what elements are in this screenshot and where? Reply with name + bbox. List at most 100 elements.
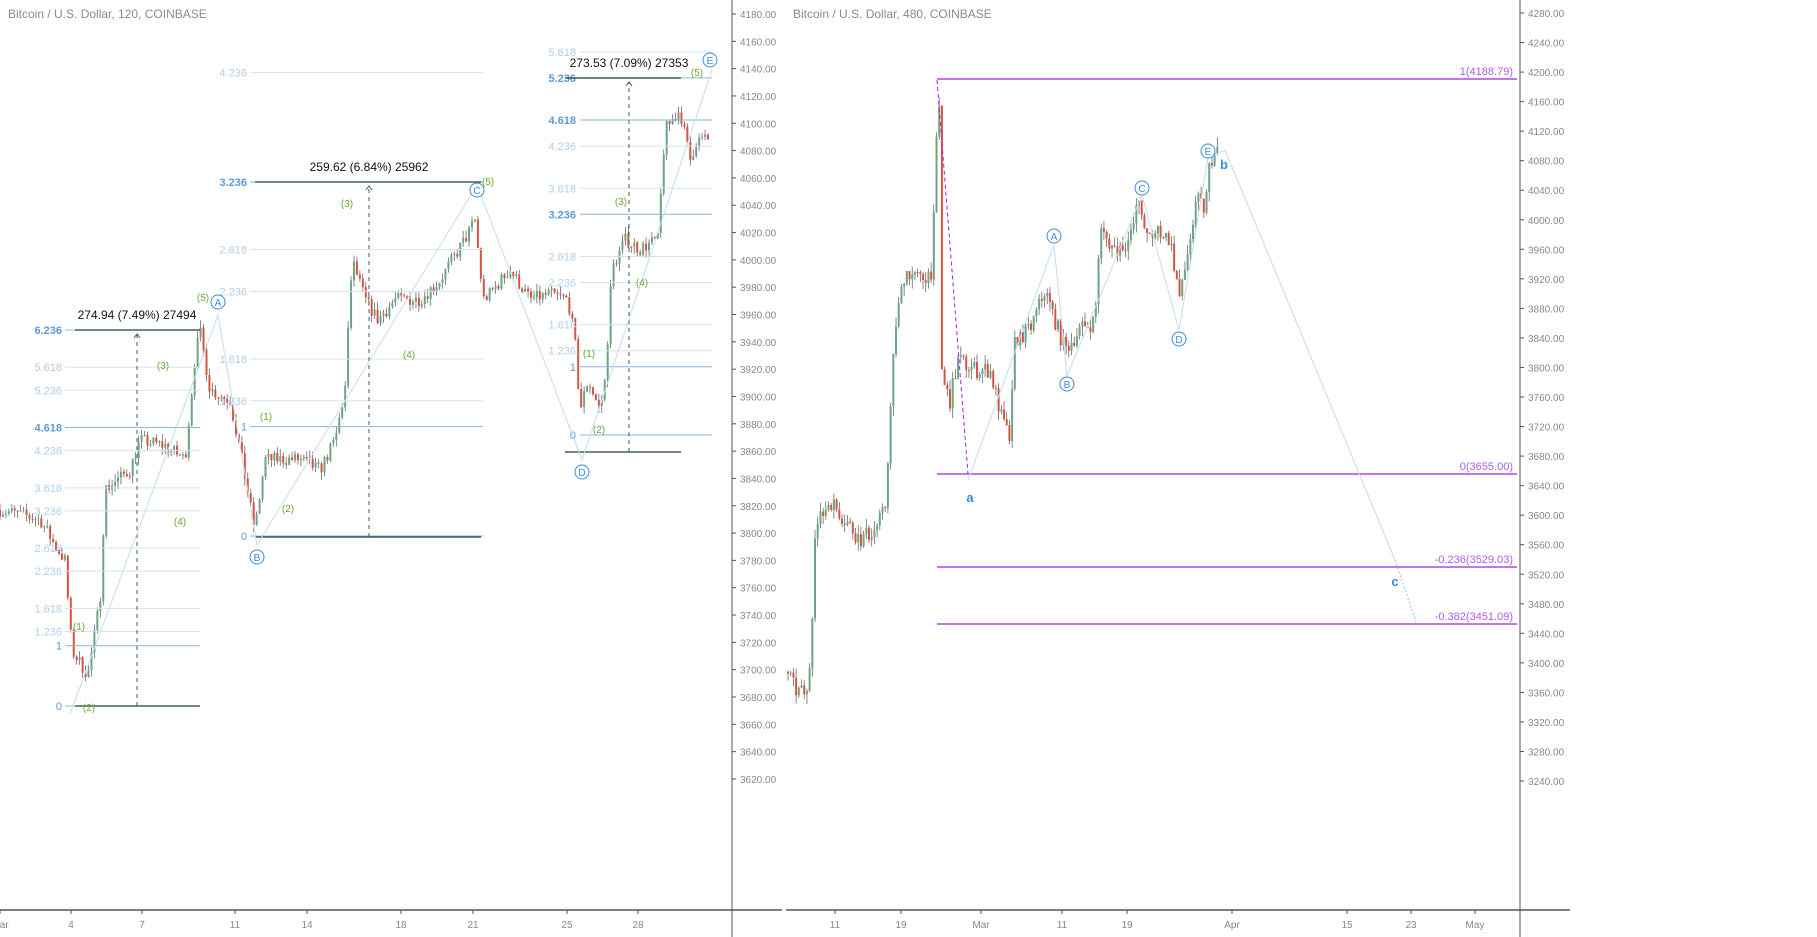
candle [267,454,270,458]
candle [314,462,317,468]
wave-circle [1046,228,1062,244]
candle [465,237,468,242]
candle [63,555,66,560]
candle [426,296,429,299]
axes[interactable]: 4180.00 4160.00 4140.00 4120.00 4100.00 4080.… [0,0,1570,937]
candle [903,283,906,287]
wave-label: B [1064,380,1071,391]
candle [789,672,792,674]
candle [131,458,134,477]
candle [90,652,93,671]
candle [556,292,559,294]
fib-level-label: 1.618 [34,603,62,615]
price-tick-label: 3640.00 [1528,482,1565,493]
subwave-label: (4) [636,278,648,289]
fib-level-label: 5.236 [34,385,62,397]
fib-level-label: 3.236 [219,177,247,189]
candle [435,286,438,291]
subwave-label: (1) [583,349,595,360]
candle [1051,301,1054,309]
time-tick-label: 11 [230,920,241,931]
candle [1040,298,1043,301]
time-tick-label: 19 [1121,920,1133,931]
candle [868,527,871,540]
fib-level-label: 1 [241,422,247,434]
fib-level-label: 1.236 [548,346,576,358]
candle [1119,245,1122,256]
candle [816,523,819,539]
candle [40,518,43,528]
abc-wave-label: b [1220,157,1228,172]
candle [846,521,849,525]
fib-level-label: 1 [570,362,576,374]
candle [220,396,223,398]
candle [1121,245,1124,250]
candle [965,356,968,370]
candle [128,476,131,478]
price-tick-label: 3440.00 [1528,629,1565,640]
candle [1067,345,1070,351]
candle [444,268,447,280]
candle [1073,342,1076,346]
candle [1194,201,1197,225]
candle [1008,425,1011,441]
candle [574,318,577,340]
candle [1205,191,1208,213]
candle [509,272,512,278]
price-tick-label: 3360.00 [1528,688,1565,699]
candle [994,387,997,389]
fib-level-label: 4.236 [548,141,576,153]
candle [482,278,485,297]
candle [586,386,589,392]
candle [924,279,927,283]
candle [497,286,500,289]
price-tick-label: 4000.00 [740,256,777,267]
candle [1075,336,1078,346]
wave-label: A [215,298,222,309]
subwave-label: (1) [73,622,85,633]
candle [468,227,471,242]
price-tick-label: 3740.00 [740,611,777,622]
candle [865,527,868,535]
candle [288,457,291,465]
candle [577,339,580,389]
fib-level-label: -0.236(3529.03) [1435,554,1513,566]
price-tick-label: 3960.00 [740,311,777,322]
fib-level-label: 2.236 [548,278,576,290]
price-tick-label: 4120.00 [740,92,777,103]
candle [686,126,689,142]
candle [1186,254,1189,271]
candle [479,247,482,279]
candle [518,274,521,289]
candle [273,452,276,461]
price-tick-label: 3620.00 [740,775,777,786]
candle [1216,146,1219,154]
candle [69,597,72,630]
fib-level-label: 2.236 [219,286,247,298]
candle [957,357,960,379]
candle [13,508,16,511]
candle [49,526,52,540]
candle [1129,229,1132,241]
time-tick-label: 28 [632,920,644,931]
price-tick-label: 3640.00 [740,748,777,759]
price-tick-label: 3920.00 [1528,275,1565,286]
price-tick-label: 4020.00 [740,229,777,240]
candle [1089,327,1092,332]
candle [521,288,524,292]
arrow-up-icon [365,185,373,191]
candle [1038,298,1041,310]
candle [1178,279,1181,296]
candle [976,362,979,378]
candle [814,538,817,619]
fib-level-label: 4.618 [548,115,576,127]
abc-wave-label: c [1391,574,1398,589]
wave-zigzag [69,69,713,715]
candle [908,271,911,280]
candle [1173,243,1176,271]
candle [1183,270,1186,280]
candle [196,337,199,368]
subwave-label: (4) [403,350,415,361]
wave-circle [210,294,226,310]
